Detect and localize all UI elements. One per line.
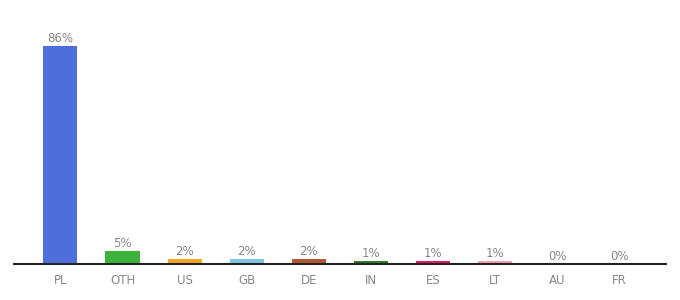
Text: 0%: 0%	[611, 250, 629, 263]
Text: 1%: 1%	[424, 247, 443, 260]
Bar	[292, 259, 326, 264]
Text: 1%: 1%	[486, 247, 505, 260]
Bar	[354, 262, 388, 264]
Text: 5%: 5%	[114, 237, 132, 250]
Bar	[167, 259, 202, 264]
Bar	[230, 259, 264, 264]
Bar	[478, 262, 513, 264]
Text: 1%: 1%	[362, 247, 380, 260]
Text: 2%: 2%	[237, 245, 256, 258]
Text: 0%: 0%	[548, 250, 566, 263]
Bar	[416, 262, 450, 264]
Text: 2%: 2%	[175, 245, 194, 258]
Bar	[44, 46, 78, 264]
Text: 2%: 2%	[300, 245, 318, 258]
Text: 86%: 86%	[48, 32, 73, 45]
Bar	[105, 251, 139, 264]
